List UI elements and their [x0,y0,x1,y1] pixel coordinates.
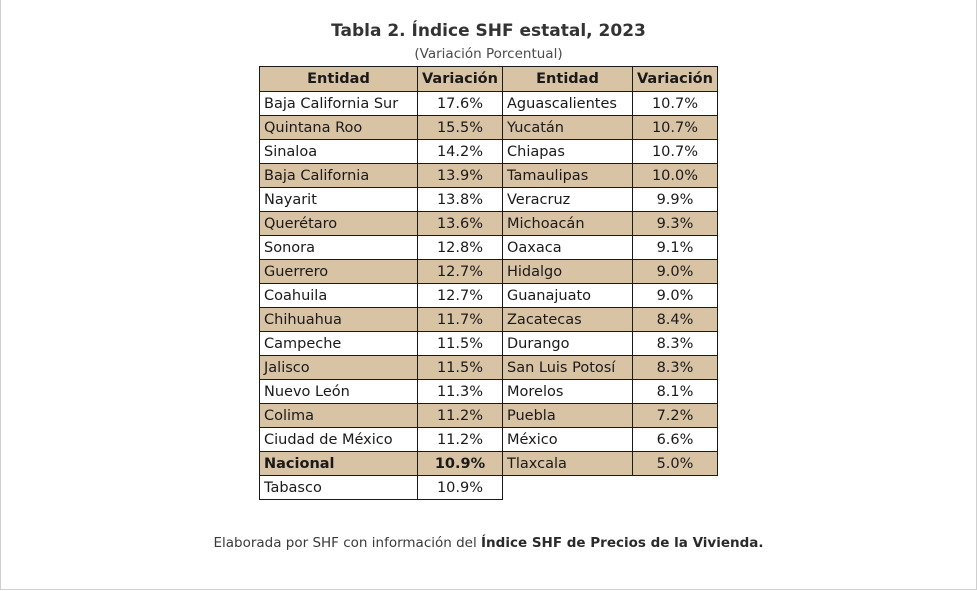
entidad-cell [503,476,633,500]
variacion-cell: 11.5% [417,331,503,356]
variacion-cell: 13.6% [417,211,503,236]
variacion-cell: 9.0% [632,259,718,284]
variacion-cell: 11.7% [417,307,503,332]
entidad-cell: Tamaulipas [502,163,633,188]
entidad-cell: Chiapas [502,139,633,164]
entidad-cell: Coahuila [259,283,418,308]
variacion-cell: 8.3% [632,355,718,380]
entidad-cell: San Luis Potosí [502,355,633,380]
entidad-cell: Nayarit [259,187,418,212]
variacion-cell: 10.9% [417,451,503,476]
table-row: Ciudad de México 11.2% México 6.6% [259,427,718,452]
state-index-table: Entidad Variación Entidad Variación Baja… [259,66,718,500]
entidad-cell: Yucatán [502,115,633,140]
variacion-cell: 9.9% [632,187,718,212]
variacion-cell: 9.0% [632,283,718,308]
variacion-cell: 8.4% [632,307,718,332]
variacion-cell: 8.1% [632,379,718,404]
table-row: Coahuila 12.7% Guanajuato 9.0% [259,283,718,308]
entidad-cell: Nacional [259,451,418,476]
table-row: Campeche 11.5% Durango 8.3% [259,331,718,356]
variacion-cell: 11.2% [417,403,503,428]
entidad-cell: México [502,427,633,452]
entidad-cell: Hidalgo [502,259,633,284]
table-row: Colima 11.2% Puebla 7.2% [259,403,718,428]
variacion-cell: 8.3% [632,331,718,356]
table-row: Sonora 12.8% Oaxaca 9.1% [259,235,718,260]
entidad-cell: Puebla [502,403,633,428]
variacion-cell: 15.5% [417,115,503,140]
entidad-cell: Chihuahua [259,307,418,332]
variacion-cell: 12.7% [417,259,503,284]
variacion-cell [633,476,718,500]
entidad-cell: Guanajuato [502,283,633,308]
variacion-cell: 12.7% [417,283,503,308]
entidad-cell: Aguascalientes [502,91,633,116]
table-row: Nayarit 13.8% Veracruz 9.9% [259,187,718,212]
table-row: Guerrero 12.7% Hidalgo 9.0% [259,259,718,284]
entidad-cell: Veracruz [502,187,633,212]
entidad-cell: Nuevo León [259,379,418,404]
variacion-cell: 11.3% [417,379,503,404]
variacion-cell: 10.7% [632,139,718,164]
column-header-variacion-left: Variación [417,66,503,92]
variacion-cell: 11.2% [417,427,503,452]
variacion-cell: 13.8% [417,187,503,212]
table-row: Jalisco 11.5% San Luis Potosí 8.3% [259,355,718,380]
variacion-cell: 9.1% [632,235,718,260]
table-title: Tabla 2. Índice SHF estatal, 2023 [331,21,646,41]
entidad-cell: Baja California Sur [259,91,418,116]
entidad-cell: Sinaloa [259,139,418,164]
variacion-cell: 10.0% [632,163,718,188]
column-header-entidad-left: Entidad [259,66,418,92]
entidad-cell: Michoacán [502,211,633,236]
entidad-cell: Colima [259,403,418,428]
column-header-variacion-right: Variación [632,66,718,92]
variacion-cell: 10.7% [632,115,718,140]
variacion-cell: 6.6% [632,427,718,452]
table-row: Querétaro 13.6% Michoacán 9.3% [259,211,718,236]
variacion-cell: 14.2% [417,139,503,164]
entidad-cell: Oaxaca [502,235,633,260]
entidad-cell: Tabasco [259,475,418,500]
entidad-cell: Quintana Roo [259,115,418,140]
table-row: Baja California Sur 17.6% Aguascalientes 10… [259,91,718,116]
footer-prefix: Elaborada por SHF con información del [213,535,482,551]
variacion-cell: 7.2% [632,403,718,428]
table-footer-note: Elaborada por SHF con información del Ín… [0,535,977,551]
entidad-cell: Sonora [259,235,418,260]
table-row: Nacional 10.9% Tlaxcala 5.0% [259,451,718,476]
footer-source: Índice SHF de Precios de la Vivienda. [481,535,764,551]
column-header-entidad-right: Entidad [502,66,633,92]
entidad-cell: Guerrero [259,259,418,284]
table-row: Nuevo León 11.3% Morelos 8.1% [259,379,718,404]
table-row: Quintana Roo 15.5% Yucatán 10.7% [259,115,718,140]
entidad-cell: Durango [502,331,633,356]
variacion-cell: 13.9% [417,163,503,188]
entidad-cell: Querétaro [259,211,418,236]
variacion-cell: 10.9% [417,475,503,500]
entidad-cell: Jalisco [259,355,418,380]
variacion-cell: 10.7% [632,91,718,116]
table-header-row: Entidad Variación Entidad Variación [259,66,718,92]
entidad-cell: Morelos [502,379,633,404]
entidad-cell: Tlaxcala [502,451,633,476]
entidad-cell: Baja California [259,163,418,188]
table-subtitle: (Variación Porcentual) [414,46,563,62]
table-row: Baja California 13.9% Tamaulipas 10.0% [259,163,718,188]
entidad-cell: Ciudad de México [259,427,418,452]
table-row: Sinaloa 14.2% Chiapas 10.7% [259,139,718,164]
variacion-cell: 11.5% [417,355,503,380]
variacion-cell: 12.8% [417,235,503,260]
entidad-cell: Campeche [259,331,418,356]
variacion-cell: 17.6% [417,91,503,116]
entidad-cell: Zacatecas [502,307,633,332]
variacion-cell: 5.0% [632,451,718,476]
table-row: Chihuahua 11.7% Zacatecas 8.4% [259,307,718,332]
table-row: Tabasco 10.9% [259,475,718,500]
variacion-cell: 9.3% [632,211,718,236]
